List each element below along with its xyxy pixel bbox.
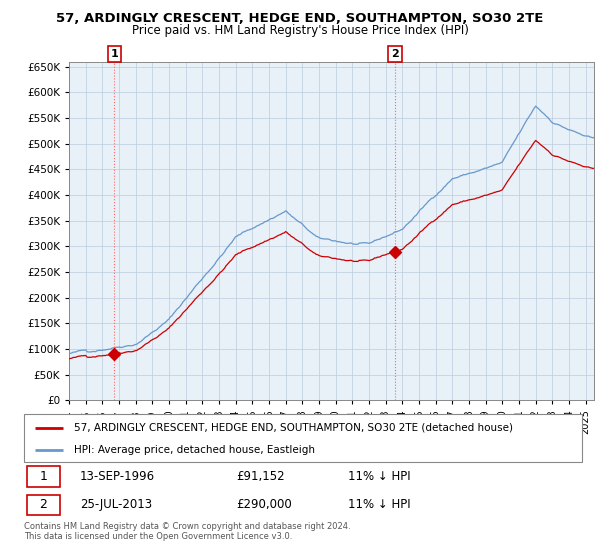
Text: 11% ↓ HPI: 11% ↓ HPI [347,470,410,483]
Text: 13-SEP-1996: 13-SEP-1996 [80,470,155,483]
Text: 1: 1 [40,470,47,483]
Text: 57, ARDINGLY CRESCENT, HEDGE END, SOUTHAMPTON, SO30 2TE (detached house): 57, ARDINGLY CRESCENT, HEDGE END, SOUTHA… [74,423,513,433]
FancyBboxPatch shape [24,414,582,462]
Text: £91,152: £91,152 [236,470,284,483]
Text: Price paid vs. HM Land Registry's House Price Index (HPI): Price paid vs. HM Land Registry's House … [131,24,469,36]
Text: 25-JUL-2013: 25-JUL-2013 [80,498,152,511]
Text: 2: 2 [391,49,399,59]
Text: HPI: Average price, detached house, Eastleigh: HPI: Average price, detached house, East… [74,445,315,455]
Text: 1: 1 [110,49,118,59]
Text: 11% ↓ HPI: 11% ↓ HPI [347,498,410,511]
Text: 57, ARDINGLY CRESCENT, HEDGE END, SOUTHAMPTON, SO30 2TE: 57, ARDINGLY CRESCENT, HEDGE END, SOUTHA… [56,12,544,25]
FancyBboxPatch shape [27,494,60,515]
Text: £290,000: £290,000 [236,498,292,511]
Text: 2: 2 [40,498,47,511]
Text: Contains HM Land Registry data © Crown copyright and database right 2024.
This d: Contains HM Land Registry data © Crown c… [24,522,350,542]
FancyBboxPatch shape [27,466,60,487]
